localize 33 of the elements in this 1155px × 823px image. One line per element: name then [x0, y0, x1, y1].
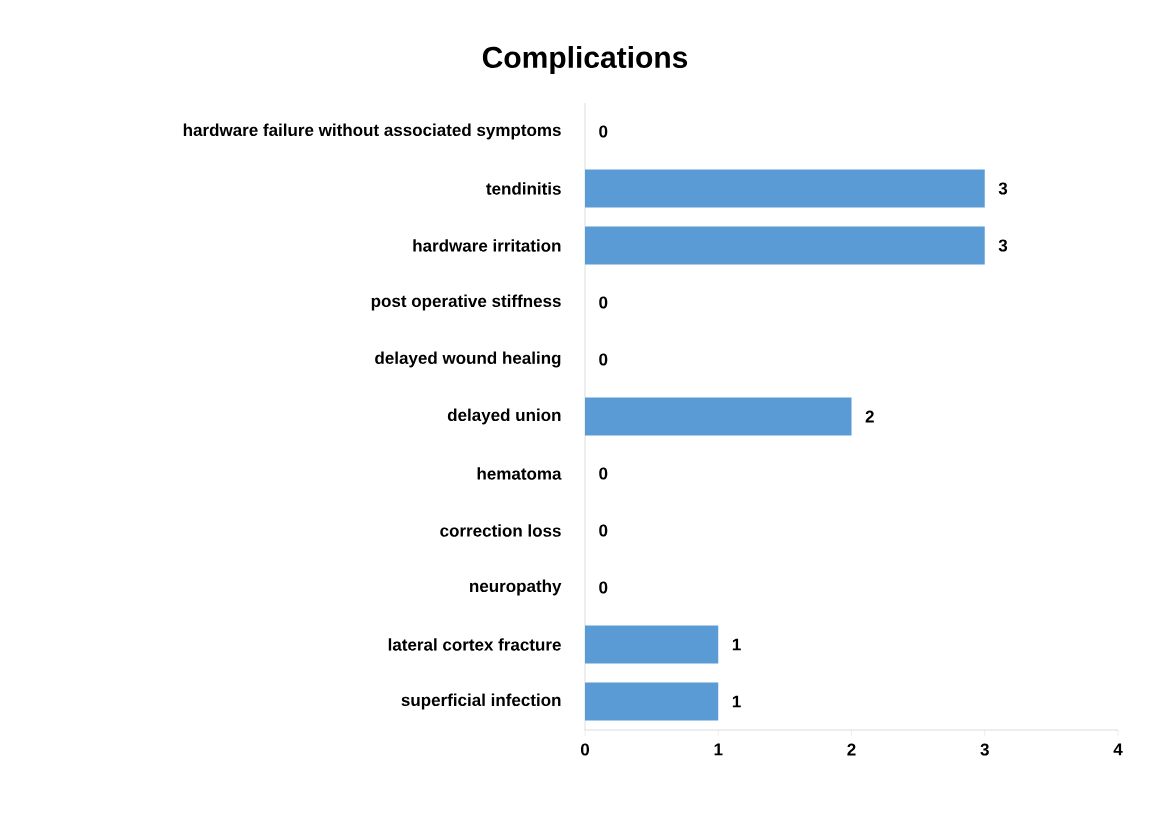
y-tick-label: superficial infection: [401, 693, 561, 710]
data-label: 3: [998, 182, 1008, 195]
chart-title: Complications: [482, 46, 688, 74]
y-tick-label: correction loss: [440, 524, 561, 537]
y-tick-label: post operative stiffness: [371, 294, 561, 311]
data-label: 0: [599, 353, 608, 366]
y-tick-label: tendinitis: [486, 182, 561, 195]
data-label: 0: [599, 125, 608, 138]
y-tick-label: hardware irritation: [413, 239, 561, 252]
x-tick-label: 4: [1113, 743, 1123, 756]
bar: [585, 169, 985, 208]
x-tick-label: 3: [980, 743, 989, 756]
data-label: 3: [998, 239, 1008, 252]
data-label: 1: [732, 695, 741, 708]
data-label: 2: [865, 410, 874, 423]
data-label: 0: [599, 296, 608, 309]
y-tick-label: lateral cortex fracture: [388, 638, 561, 651]
y-tick-label: hematoma: [477, 467, 562, 480]
bar: [585, 682, 719, 721]
bar: [585, 625, 719, 664]
y-tick-label: neuropathy: [470, 579, 562, 596]
data-label: 0: [599, 581, 608, 594]
bar: [585, 397, 852, 436]
x-tick-label: 0: [580, 743, 590, 756]
y-tick-label: delayed wound healing: [375, 351, 561, 368]
data-label: 0: [599, 467, 608, 480]
data-label: 1: [732, 638, 741, 651]
y-tick-label: delayed union: [447, 408, 561, 425]
x-tick-label: 1: [714, 743, 723, 756]
data-label: 0: [599, 524, 608, 537]
bar: [585, 226, 985, 265]
x-tick-label: 2: [847, 743, 856, 756]
y-tick-label: hardware failure without associated symptoms: [183, 123, 561, 140]
